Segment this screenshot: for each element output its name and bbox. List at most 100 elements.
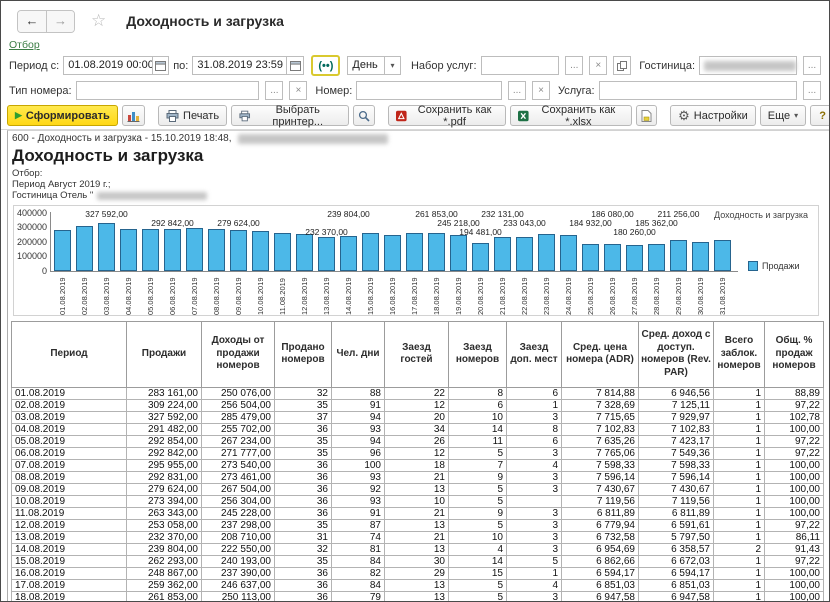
calendar-icon[interactable] <box>152 57 168 74</box>
print-button[interactable]: Печать <box>158 105 227 126</box>
room-type-clear-icon[interactable]: × <box>289 81 307 100</box>
cell-value: 279 624,00 <box>127 483 202 495</box>
filter-link[interactable]: Отбор <box>9 39 40 51</box>
hotel-label: Гостиница: <box>639 60 695 72</box>
choose-printer-label: Выбрать принтер... <box>255 104 341 128</box>
table-row: 02.08.2019309 224,00256 504,00359112617 … <box>12 399 824 411</box>
cell-value: 245 228,00 <box>202 507 275 519</box>
cell-value: 13 <box>385 591 449 602</box>
back-icon[interactable]: ← <box>18 11 46 32</box>
cell-value: 6 672,03 <box>639 555 714 567</box>
room-type-input[interactable] <box>76 81 260 100</box>
cell-value: 3 <box>507 471 562 483</box>
x-tick-label: 17.08.2019 <box>406 273 423 315</box>
chart-bar <box>472 243 489 271</box>
cell-value: 30 <box>385 555 449 567</box>
cell-value: 1 <box>714 387 765 399</box>
choose-printer-button[interactable]: Выбрать принтер... <box>231 105 349 126</box>
period-from-input[interactable]: 01.08.2019 00:00 <box>63 56 169 75</box>
service-pick-icon[interactable]: ... <box>803 81 821 100</box>
more-button[interactable]: Еще ▾ <box>760 105 806 126</box>
service-set-value <box>482 57 559 74</box>
service-input[interactable] <box>599 81 797 100</box>
cell-period: 17.08.2019 <box>12 579 127 591</box>
cell-value: 1 <box>714 483 765 495</box>
granularity-select[interactable]: День ▾ <box>347 56 401 75</box>
table-row: 01.08.2019283 161,00250 076,00328822867 … <box>12 387 824 399</box>
cell-value: 6 358,57 <box>639 543 714 555</box>
period-quick-button[interactable]: (••) <box>311 55 340 76</box>
service-set-clear-icon[interactable]: × <box>589 56 607 75</box>
settings-button[interactable]: ⚙ Настройки <box>670 105 756 126</box>
forward-icon[interactable]: → <box>46 11 74 32</box>
filter-row-1: Период с: 01.08.2019 00:00 по: 31.08.201… <box>1 53 829 78</box>
chart-bar <box>560 235 577 271</box>
x-tick-label: 04.08.2019 <box>120 273 137 315</box>
pdf-icon <box>396 110 407 122</box>
cell-value: 232 370,00 <box>127 531 202 543</box>
column-header: Заезд доп. мест <box>507 321 562 387</box>
y-tick-label: 400000 <box>14 208 47 218</box>
cell-value: 36 <box>275 495 332 507</box>
save-xlsx-button[interactable]: Сохранить как *.xlsx <box>510 105 631 126</box>
x-tick-label: 07.08.2019 <box>186 273 203 315</box>
hotel-input[interactable] <box>699 56 797 75</box>
chart-bar <box>208 229 225 271</box>
preview-button[interactable] <box>353 105 375 126</box>
cell-value: 10 <box>449 531 507 543</box>
calendar-icon[interactable] <box>286 57 303 74</box>
x-tick-label: 27.08.2019 <box>626 273 643 315</box>
room-pick-icon[interactable]: ... <box>508 81 526 100</box>
period-to-input[interactable]: 31.08.2019 23:59 <box>192 56 304 75</box>
x-tick-label: 29.08.2019 <box>670 273 687 315</box>
cell-value: 36 <box>275 423 332 435</box>
hotel-pick-icon[interactable]: ... <box>803 56 821 75</box>
table-row: 13.08.2019232 370,00208 710,003174211036… <box>12 531 824 543</box>
service-set-input[interactable] <box>481 56 560 75</box>
cell-value: 13 <box>385 579 449 591</box>
cell-value: 10 <box>449 411 507 423</box>
room-type-pick-icon[interactable]: ... <box>265 81 283 100</box>
service-set-copy-icon[interactable] <box>613 56 631 75</box>
cell-value: 100,00 <box>765 495 824 507</box>
cell-value: 86,11 <box>765 531 824 543</box>
cell-value: 84 <box>332 579 385 591</box>
bar-value-label: 232 370,00 <box>305 227 348 237</box>
table-row: 05.08.2019292 854,00267 234,003594261167… <box>12 435 824 447</box>
room-clear-icon[interactable]: × <box>532 81 550 100</box>
favorite-star-icon[interactable]: ☆ <box>91 11 106 31</box>
room-input[interactable] <box>356 81 502 100</box>
chart-bar <box>186 228 203 271</box>
cell-value: 1 <box>714 579 765 591</box>
cell-value: 7 430,67 <box>639 483 714 495</box>
cell-value: 11 <box>449 435 507 447</box>
cell-value: 239 804,00 <box>127 543 202 555</box>
bar-value-label: 184 932,00 <box>569 218 612 228</box>
cell-value: 79 <box>332 591 385 602</box>
cell-value: 36 <box>275 507 332 519</box>
generate-button[interactable]: ▶ Сформировать <box>7 105 118 126</box>
help-button[interactable]: ? <box>810 105 830 126</box>
bar-value-label: 180 260,00 <box>613 227 656 237</box>
cell-value: 237 390,00 <box>202 567 275 579</box>
titlebar: ← → ☆ Доходность и загрузка <box>1 1 829 35</box>
save-file-button[interactable] <box>636 105 657 126</box>
cell-value: 7 <box>449 459 507 471</box>
cell-value: 9 <box>449 507 507 519</box>
cell-value: 6 <box>449 399 507 411</box>
cell-value: 100,00 <box>765 459 824 471</box>
chart-bar <box>340 236 357 271</box>
cell-value: 74 <box>332 531 385 543</box>
table-row: 14.08.2019239 804,00222 550,00328113436 … <box>12 543 824 555</box>
chart-variant-button[interactable] <box>122 105 145 126</box>
service-set-pick-icon[interactable]: ... <box>565 56 583 75</box>
cell-value: 6 779,94 <box>562 519 639 531</box>
save-pdf-button[interactable]: Сохранить как *.pdf <box>388 105 506 126</box>
cell-value: 4 <box>449 543 507 555</box>
cell-value: 7 125,11 <box>639 399 714 411</box>
granularity-value: День <box>348 57 384 74</box>
cell-value: 5 797,50 <box>639 531 714 543</box>
cell-value: 3 <box>507 543 562 555</box>
cell-value: 240 193,00 <box>202 555 275 567</box>
cell-value: 255 702,00 <box>202 423 275 435</box>
